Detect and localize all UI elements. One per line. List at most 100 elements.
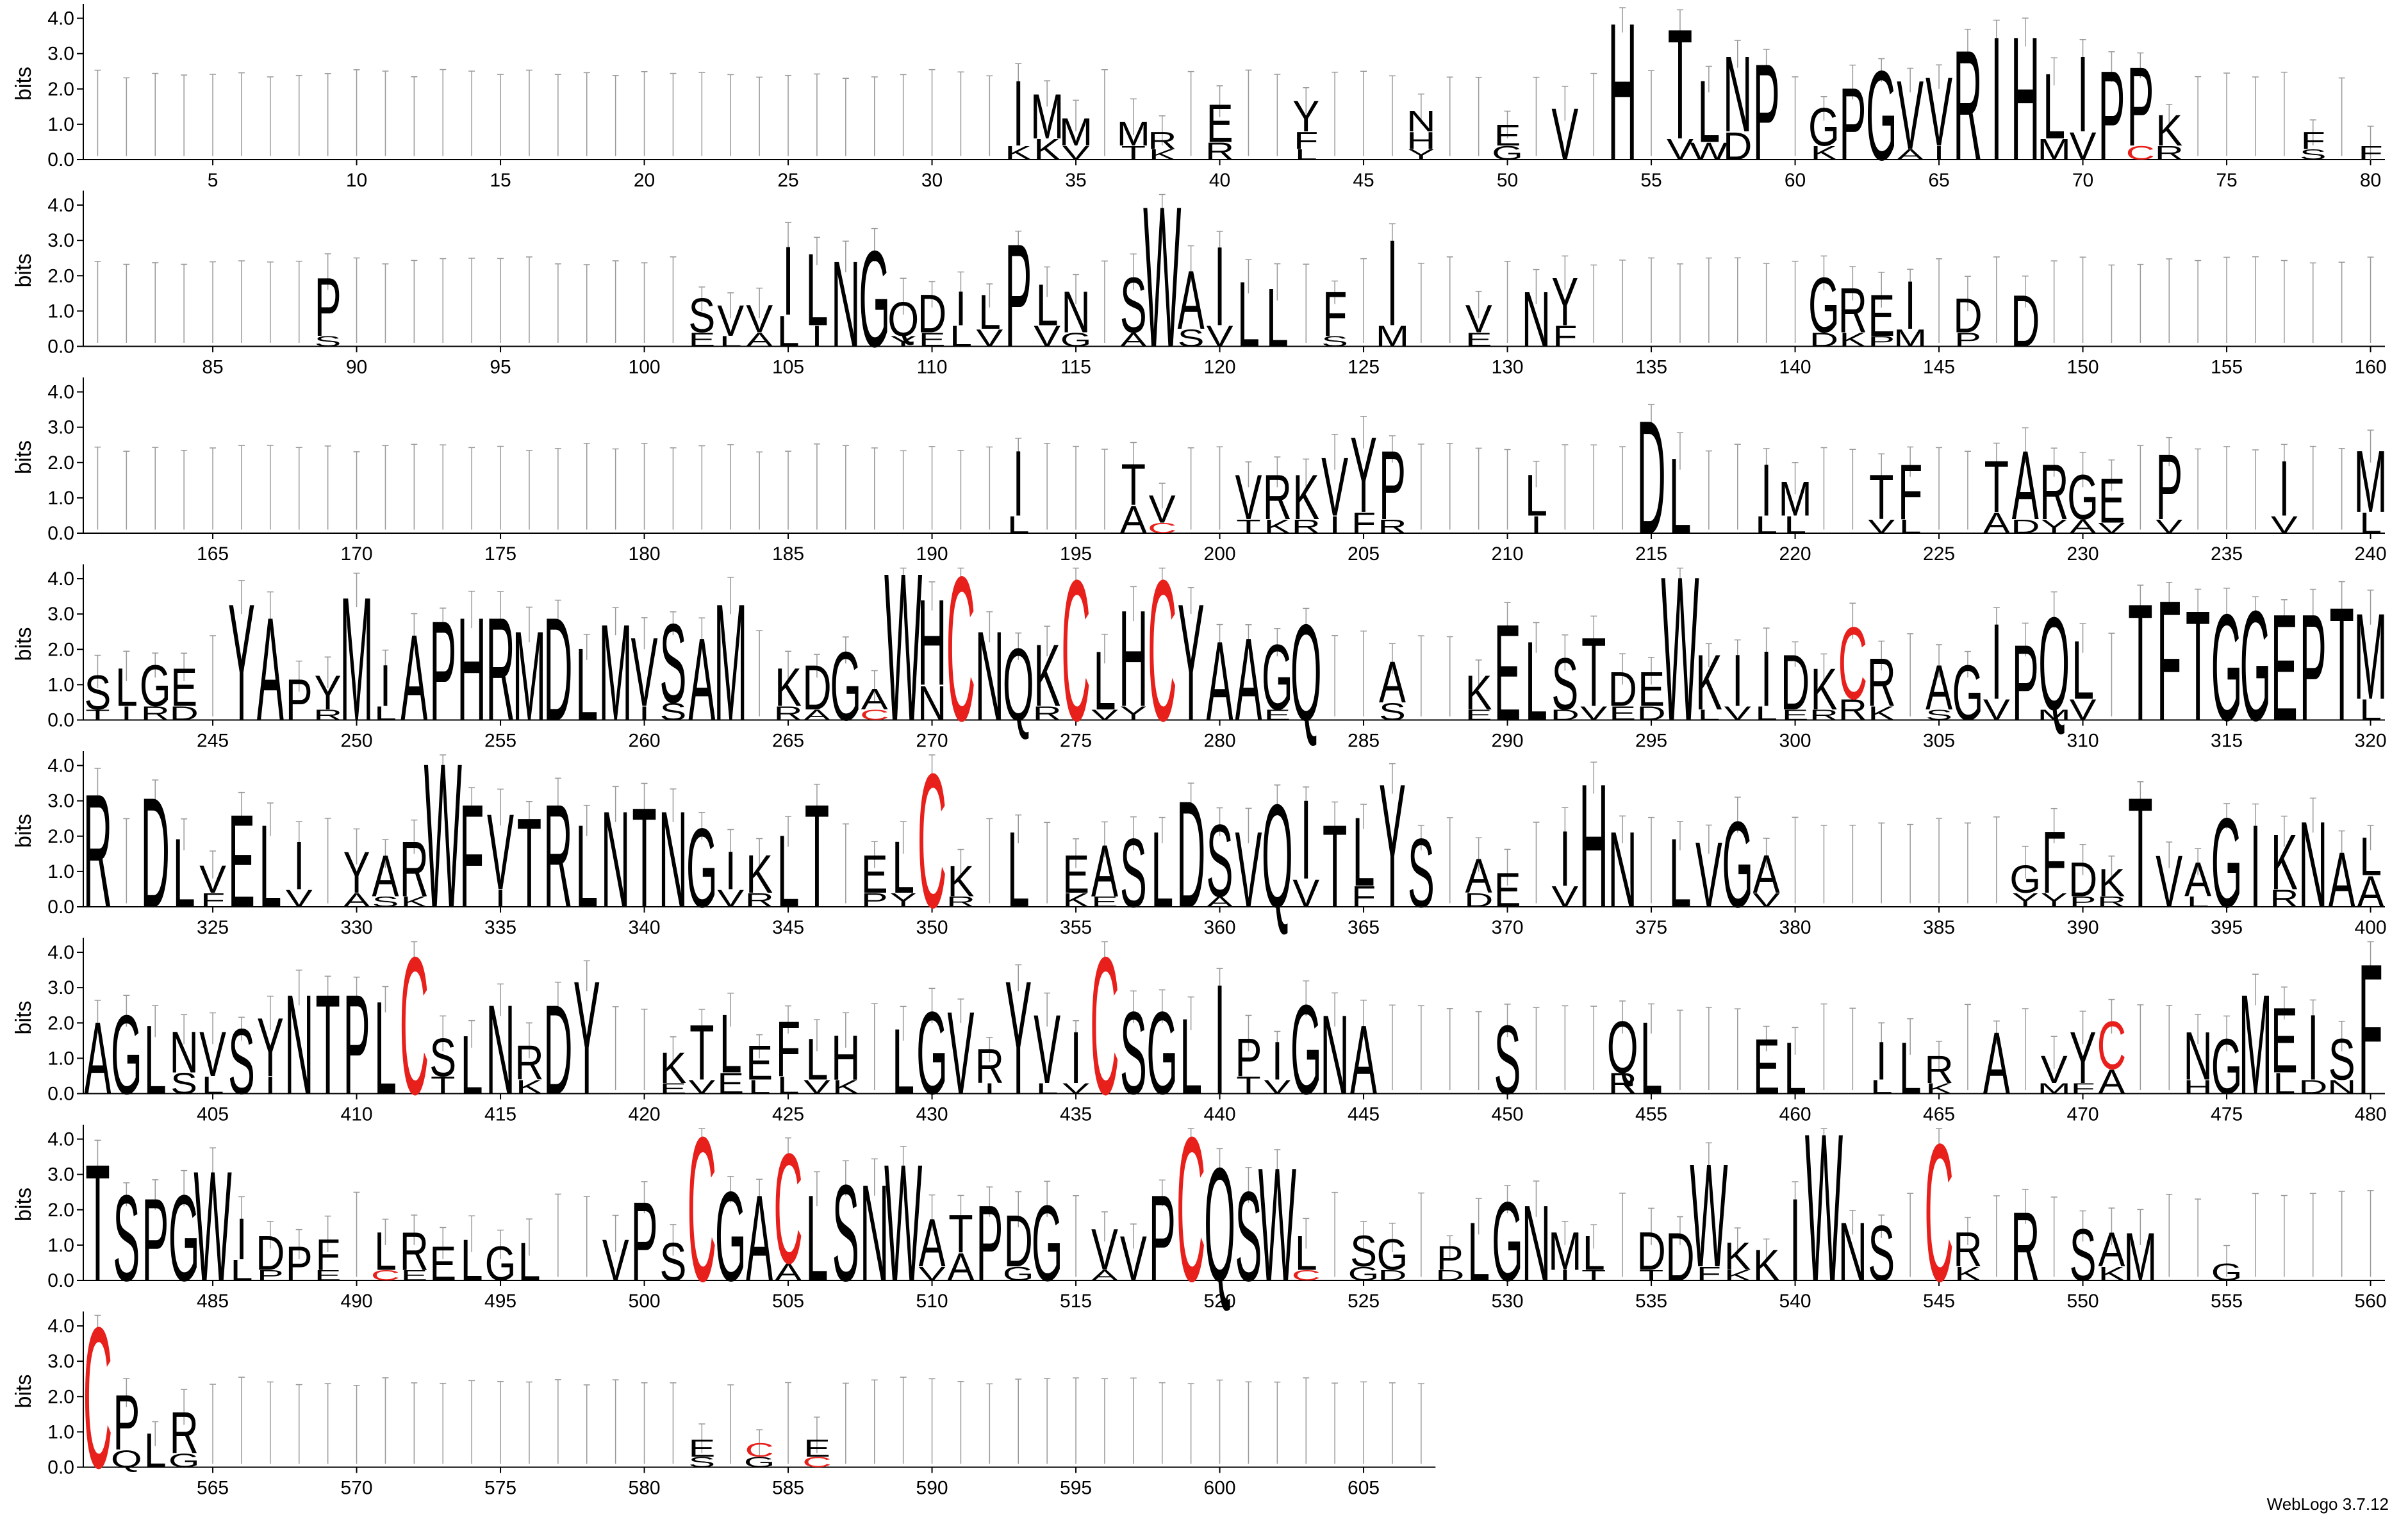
logo-letter-T: T [1984, 445, 2009, 528]
logo-letter-K: K [1926, 1080, 1953, 1097]
logo-letter-F: F [1351, 880, 1376, 913]
logo-letter-R: R [2040, 448, 2068, 536]
x-tick-label: 80 [2360, 170, 2381, 191]
y-tick-label: 1.0 [47, 1235, 74, 1256]
logo-letter-E: E [659, 1080, 686, 1097]
logo-letter-V: V [1926, 56, 1952, 166]
logo-letter-H: H [1608, 0, 1637, 201]
logo-letter-D: D [1608, 662, 1637, 716]
logo-letter-A: A [804, 707, 831, 724]
logo-letter-L: L [461, 1227, 483, 1293]
logo-letter-N: N [2327, 1076, 2356, 1098]
logo-letter-L: L [1899, 1027, 1922, 1109]
logo-letter-D: D [918, 284, 946, 344]
x-tick-label: 485 [197, 1291, 229, 1312]
logo-letter-Y: Y [2070, 1016, 2097, 1099]
x-tick-label: 525 [1348, 1291, 1380, 1312]
logo-letter-I: I [2077, 34, 2088, 154]
x-tick-label: 220 [1779, 543, 1811, 565]
logo-letter-E: E [429, 1236, 456, 1291]
logo-letter-I: I [1301, 777, 1312, 903]
logo-letter-P: P [343, 964, 370, 1124]
logo-letter-T: T [1581, 617, 1606, 727]
logo-letter-P: P [1868, 333, 1895, 350]
logo-letter-S: S [659, 600, 686, 727]
logo-letter-D: D [543, 979, 572, 1121]
logo-letter-G: G [916, 988, 948, 1120]
logo-letter-C: C [400, 916, 429, 1135]
logo-letter-L: L [575, 627, 598, 742]
y-tick-label: 1.0 [47, 301, 74, 322]
logo-letter-R: R [745, 889, 773, 911]
x-tick-label: 470 [2067, 1104, 2099, 1125]
logo-letter-N: N [169, 1020, 198, 1086]
logo-letter-G: G [1262, 625, 1293, 729]
logo-letter-G: G [1492, 1179, 1523, 1305]
logo-letter-I: I [1761, 635, 1772, 723]
logo-letter-H: H [1119, 583, 1148, 736]
logo-letter-G: G [1291, 979, 1322, 1121]
logo-letter-F: F [2358, 925, 2382, 1134]
logo-letter-P: P [1839, 67, 1866, 181]
y-axis-title: bits [12, 440, 36, 474]
logo-letter-S: S [688, 288, 715, 343]
logo-letter-V: V [919, 1263, 946, 1285]
logo-letter-M: M [598, 597, 632, 750]
logo-letter-E: E [2271, 583, 2298, 752]
logo-letter-K: K [2098, 1263, 2125, 1285]
y-tick-label: 0.0 [47, 523, 74, 544]
logo-letter-V: V [1580, 702, 1607, 724]
logo-letter-Y: Y [1551, 263, 1578, 340]
logo-letter-V: V [1695, 823, 1722, 927]
logo-letter-S: S [2329, 1027, 2355, 1093]
logo-letter-S: S [1350, 1226, 1377, 1275]
logo-letter-Y: Y [257, 1000, 284, 1094]
logo-letter-L: L [1295, 147, 1317, 163]
x-tick-label: 415 [484, 1104, 516, 1125]
logo-letter-I: I [984, 1080, 995, 1097]
logo-letter-P: P [429, 591, 456, 750]
x-tick-label: 85 [202, 357, 223, 378]
logo-letter-A: A [746, 1170, 773, 1307]
logo-letter-A: A [84, 1001, 111, 1116]
x-tick-label: 175 [484, 543, 516, 565]
logo-letter-R: R [83, 761, 112, 942]
y-tick-label: 3.0 [47, 230, 74, 251]
y-tick-label: 2.0 [47, 1386, 74, 1407]
logo-letter-A: A [1235, 615, 1262, 746]
x-tick-label: 565 [197, 1478, 229, 1499]
logo-letter-V: V [1149, 488, 1176, 531]
logo-letter-A: A [2098, 1222, 2125, 1277]
x-tick-label: 510 [916, 1291, 948, 1312]
logo-letter-G: G [1060, 329, 1092, 351]
logo-letter-R: R [1608, 1067, 1637, 1100]
logo-letter-E: E [1782, 707, 1809, 724]
y-tick-label: 0.0 [47, 1457, 74, 1478]
logo-letter-D: D [1637, 1221, 1665, 1282]
logo-letter-D: D [543, 587, 572, 751]
logo-letter-P: P [1954, 329, 1981, 351]
x-tick-label: 440 [1204, 1104, 1236, 1125]
x-tick-label: 450 [1492, 1104, 1524, 1125]
y-axis-title: bits [12, 1001, 36, 1035]
logo-letter-E: E [688, 1435, 715, 1462]
logo-letter-C: C [1061, 538, 1090, 763]
logo-letter-K: K [2156, 105, 2182, 154]
logo-letter-R: R [1953, 1222, 1982, 1277]
x-tick-label: 295 [1635, 731, 1667, 752]
logo-letter-H: H [2183, 1076, 2212, 1098]
logo-letter-V: V [1207, 320, 1233, 353]
logo-letter-C: C [688, 1095, 716, 1325]
logo-letter-Q: Q [111, 1446, 142, 1473]
logo-letter-A: A [2329, 836, 2355, 923]
logo-letter-V: V [199, 1018, 226, 1089]
x-tick-label: 210 [1492, 543, 1524, 565]
logo-letter-V: V [1753, 889, 1780, 911]
logo-letter-I: I [2307, 995, 2318, 1099]
logo-letter-F: F [2358, 142, 2382, 164]
logo-letter-L: L [1237, 262, 1260, 366]
logo-letter-D: D [1637, 702, 1665, 724]
